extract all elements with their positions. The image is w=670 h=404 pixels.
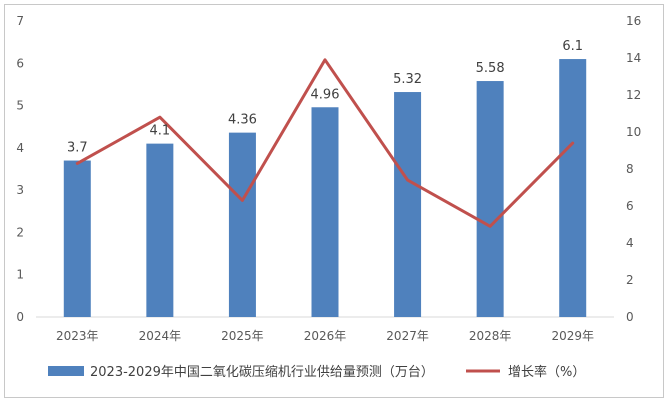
y-right-tick-label: 8 [626,162,634,176]
y-right-tick-label: 0 [626,310,634,324]
x-tick-label: 2027年 [386,329,429,343]
bar [394,92,422,317]
y-right-tick-label: 4 [626,236,634,250]
y-right-tick-label: 6 [626,199,634,213]
x-tick-label: 2026年 [304,329,347,343]
y-left-tick-label: 3 [16,183,24,197]
x-tick-label: 2029年 [551,329,594,343]
bar-data-label: 4.1 [150,124,171,139]
bar [559,59,587,318]
y-right-tick-label: 10 [626,125,641,139]
bar-data-label: 6.1 [562,39,583,54]
y-left-tick-label: 6 [16,56,24,70]
legend-bar-swatch [48,366,84,376]
bar [228,132,256,317]
y-left-tick-label: 0 [16,310,24,324]
y-left-tick-label: 7 [16,14,24,28]
y-right-tick-label: 12 [626,88,641,102]
y-right-tick-label: 14 [626,51,641,65]
data-labels-layer: 3.7 4.1 4.36 4.96 5.32 5.58 6.1 [67,39,583,155]
bar [146,143,174,317]
bar [476,81,504,317]
legend: 2023-2029年中国二氧化碳压缩机行业供给量预测（万台） 增长率（%） [48,364,585,380]
y-left-tick-label: 4 [16,141,24,155]
y-left-tick-label: 5 [16,99,24,113]
x-tick-label: 2025年 [221,329,264,343]
x-tick-label: 2028年 [469,329,512,343]
y-right-tick-label: 16 [626,14,641,28]
y-left-tick-label: 1 [16,268,24,282]
bar-data-label: 5.32 [393,72,422,87]
bar [311,107,339,318]
legend-bar-label: 2023-2029年中国二氧化碳压缩机行业供给量预测（万台） [90,364,434,380]
x-tick-label: 2023年 [56,329,99,343]
legend-line-label: 增长率（%） [508,364,585,380]
bars-layer [63,59,587,318]
growth-rate-line [75,58,575,228]
bar-data-label: 4.36 [228,113,257,128]
line-layer [75,58,575,228]
bar-data-label: 4.96 [311,87,340,102]
y-right-tick-label: 2 [626,273,634,287]
y-left-tick-label: 2 [16,225,24,239]
bar [63,160,91,317]
x-tick-label: 2024年 [139,329,182,343]
bar-data-label: 5.58 [476,61,505,76]
bar-data-label: 3.7 [67,141,88,156]
